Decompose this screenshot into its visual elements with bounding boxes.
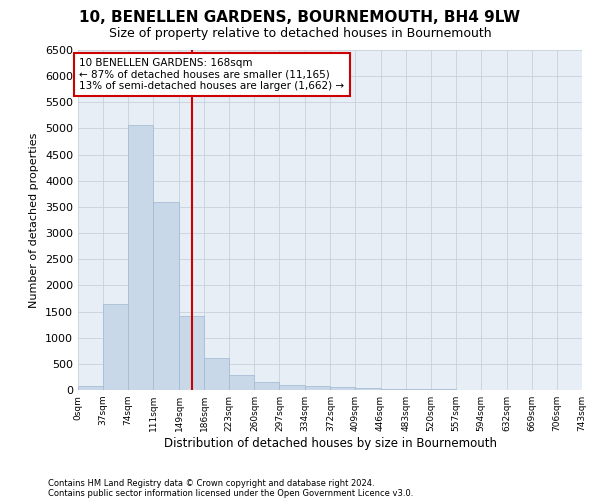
X-axis label: Distribution of detached houses by size in Bournemouth: Distribution of detached houses by size … bbox=[163, 437, 497, 450]
Bar bbox=[406, 389, 431, 390]
Bar bbox=[254, 382, 280, 390]
Bar bbox=[128, 126, 153, 390]
Bar bbox=[280, 385, 305, 390]
Text: Contains public sector information licensed under the Open Government Licence v3: Contains public sector information licen… bbox=[48, 488, 413, 498]
Bar bbox=[204, 358, 229, 390]
Bar bbox=[355, 388, 380, 390]
Bar bbox=[331, 388, 355, 390]
Bar bbox=[380, 389, 406, 390]
Bar bbox=[153, 202, 179, 390]
Text: 10, BENELLEN GARDENS, BOURNEMOUTH, BH4 9LW: 10, BENELLEN GARDENS, BOURNEMOUTH, BH4 9… bbox=[79, 10, 521, 25]
Bar bbox=[103, 304, 128, 390]
Bar bbox=[229, 375, 254, 390]
Text: Contains HM Land Registry data © Crown copyright and database right 2024.: Contains HM Land Registry data © Crown c… bbox=[48, 478, 374, 488]
Text: Size of property relative to detached houses in Bournemouth: Size of property relative to detached ho… bbox=[109, 28, 491, 40]
Bar bbox=[305, 386, 331, 390]
Bar bbox=[179, 316, 204, 390]
Text: 10 BENELLEN GARDENS: 168sqm
← 87% of detached houses are smaller (11,165)
13% of: 10 BENELLEN GARDENS: 168sqm ← 87% of det… bbox=[79, 58, 344, 91]
Bar bbox=[78, 386, 103, 390]
Y-axis label: Number of detached properties: Number of detached properties bbox=[29, 132, 40, 308]
